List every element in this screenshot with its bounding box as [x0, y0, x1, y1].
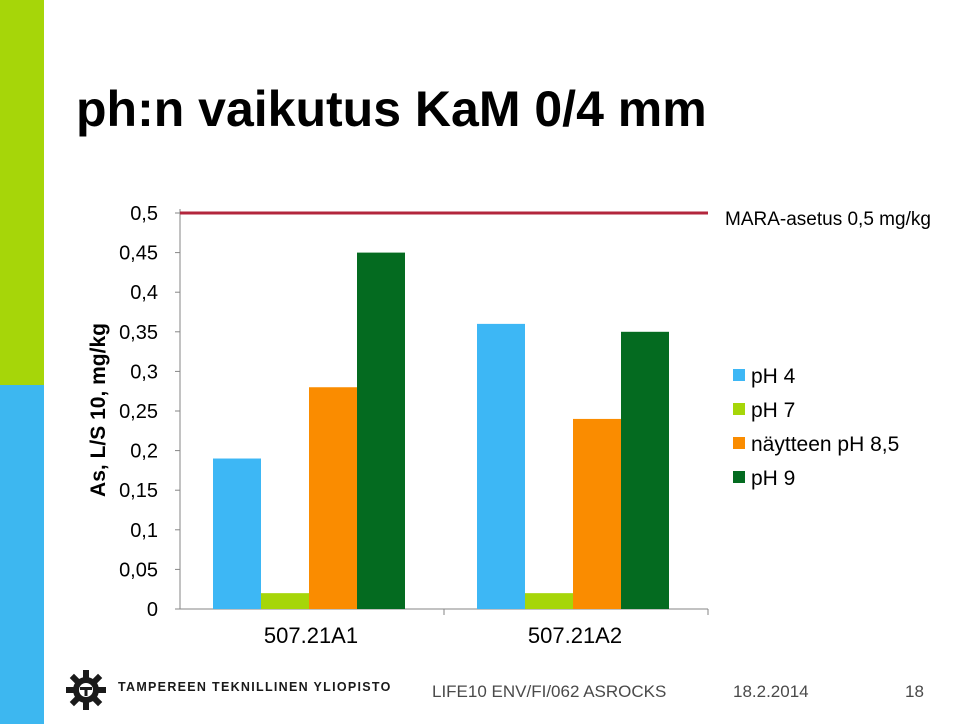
- reference-line-label: MARA-asetus 0,5 mg/kg: [725, 209, 931, 230]
- x-category-label: 507.21A2: [528, 623, 622, 648]
- legend-label-0: pH 4: [751, 365, 796, 388]
- y-tick-label: 0: [147, 599, 158, 621]
- bar-1-3: [621, 331, 669, 609]
- slide-title: ph:n vaikutus KaM 0/4 mm: [76, 81, 707, 137]
- legend-swatch-2: [733, 437, 745, 449]
- legend-swatch-3: [733, 471, 745, 483]
- y-tick-label: 0,35: [119, 322, 158, 344]
- y-tick-label: 0,25: [119, 401, 158, 423]
- x-category-label: 507.21A1: [264, 623, 358, 648]
- footer-page-number: 18: [905, 682, 924, 701]
- y-tick-label: 0,45: [119, 243, 158, 265]
- bar-1-0: [477, 323, 525, 609]
- legend-label-1: pH 7: [751, 399, 795, 422]
- y-axis-label: As, L/S 10, mg/kg: [87, 323, 110, 497]
- footer-org-name: TAMPEREEN TEKNILLINEN YLIOPISTO: [118, 680, 392, 694]
- bar-0-0: [213, 458, 261, 609]
- legend-label-2: näytteen pH 8,5: [751, 433, 899, 456]
- y-tick-label: 0,1: [130, 520, 158, 542]
- bar-0-3: [357, 252, 405, 609]
- tut-gear-logo-icon: [66, 670, 106, 710]
- legend-swatch-1: [733, 403, 745, 415]
- bar-0-2: [309, 387, 357, 609]
- slide-accent-bar: [0, 0, 44, 724]
- legend-label-3: pH 9: [751, 467, 795, 490]
- legend-swatch-0: [733, 369, 745, 381]
- y-tick-label: 0,15: [119, 480, 158, 502]
- y-tick-label: 0,4: [130, 282, 158, 304]
- bar-0-1: [261, 593, 309, 609]
- bar-1-1: [525, 593, 573, 609]
- y-tick-label: 0,05: [119, 559, 158, 581]
- y-tick-label: 0,2: [130, 441, 158, 463]
- footer-project: LIFE10 ENV/FI/062 ASROCKS: [432, 682, 667, 701]
- y-tick-label: 0,3: [130, 361, 158, 383]
- accent-bar-blue: [0, 385, 44, 724]
- footer-date: 18.2.2014: [733, 682, 809, 701]
- bar-1-2: [573, 418, 621, 609]
- y-tick-label: 0,5: [130, 203, 158, 225]
